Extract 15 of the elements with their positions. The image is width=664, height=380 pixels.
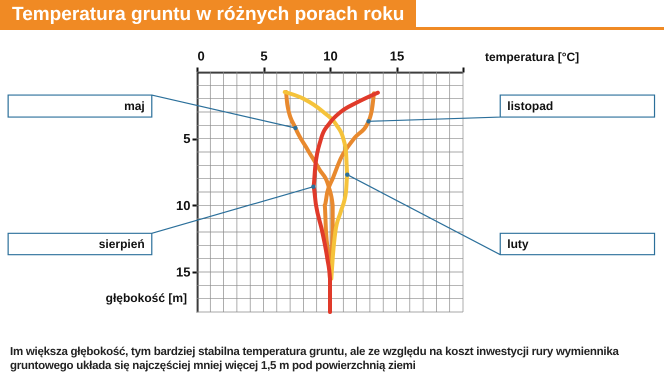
- annotation: listopad: [507, 99, 554, 114]
- x-tick-label: 0: [198, 48, 205, 64]
- y-tick-label: 5: [183, 131, 190, 146]
- text: Im większa głębokość, tym bardziej stabilna temperatura gruntu, ale ze względu na koszt inwestycji rury wymiennika gruntowego układa się najczęściej mniej więcej 1,5 m pod powierzchnią ziemi: [10, 345, 620, 373]
- x-axis-title: temperatura [°C]: [485, 50, 580, 64]
- y-tick-label: 15: [176, 264, 190, 280]
- x-tick-label: 15: [390, 48, 404, 64]
- chart-title: Temperatura gruntu w różnych porach roku: [0, 0, 416, 30]
- x-tick-label: 10: [323, 48, 338, 64]
- y-axis-title: głębokość [m]: [106, 291, 187, 305]
- x-tick-label: 5: [260, 48, 268, 64]
- y-tick-label: 10: [176, 198, 190, 213]
- annotation: maj: [124, 99, 145, 114]
- annotation: sierpień: [98, 237, 145, 251]
- annotation: luty: [507, 237, 529, 251]
